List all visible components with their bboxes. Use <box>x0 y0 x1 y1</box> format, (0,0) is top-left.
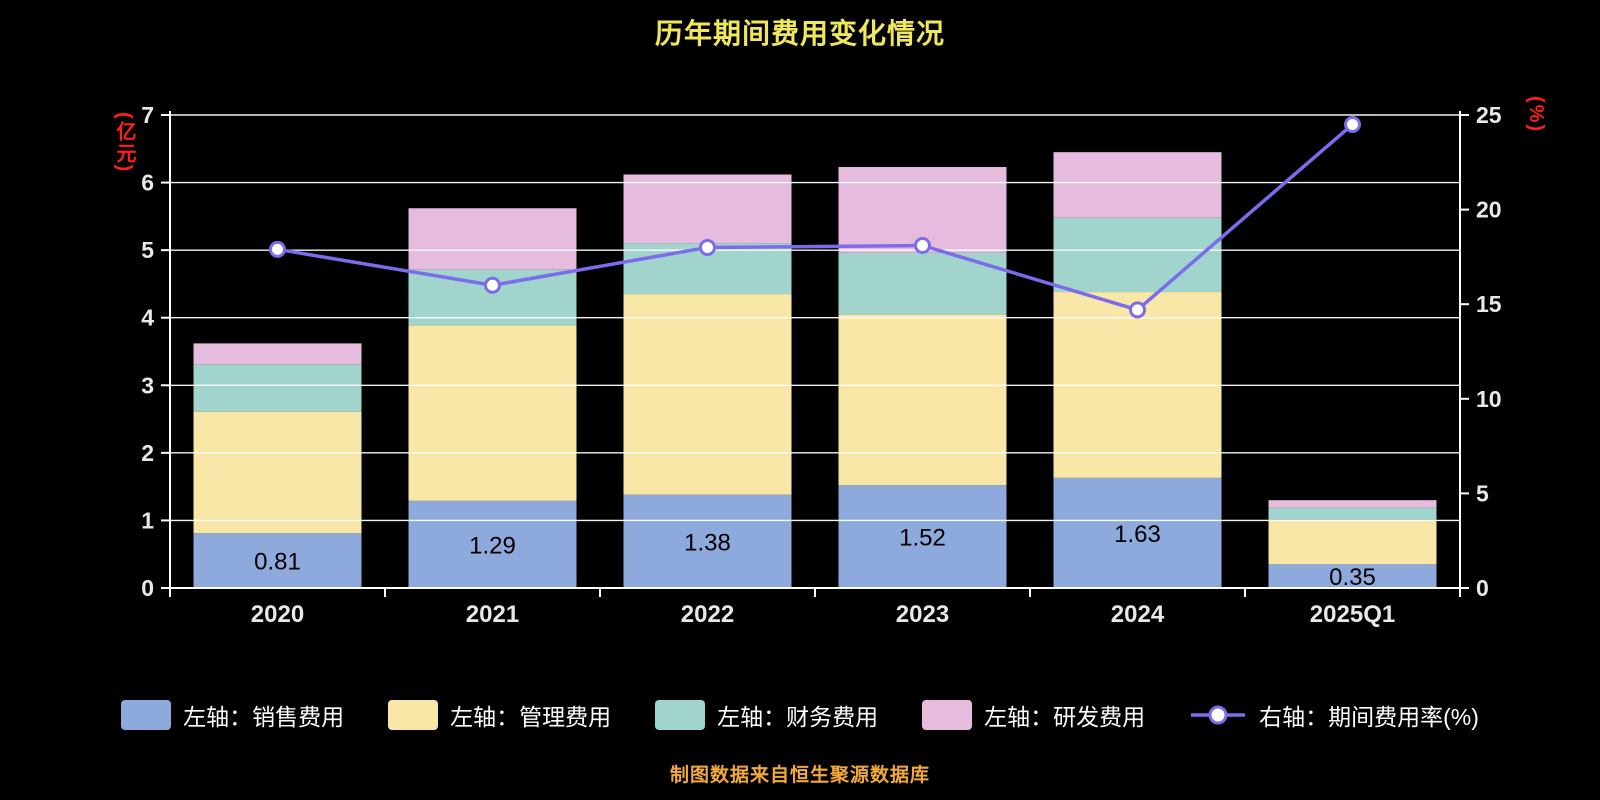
left-axis-tick-label: 5 <box>141 237 154 263</box>
bar-value-label: 1.52 <box>899 525 946 552</box>
bar-segment-2025Q1-s3 <box>1268 500 1437 508</box>
right-axis-tick-label: 20 <box>1476 197 1502 223</box>
bar-value-label: 0.35 <box>1329 564 1376 591</box>
x-axis-category-label: 2020 <box>251 601 304 628</box>
bar-segment-2024-s0 <box>1053 477 1222 588</box>
legend-item-stack-3[interactable]: 左轴：研发费用 <box>922 698 1145 732</box>
bar-segment-2022-s3 <box>623 174 792 244</box>
legend-label: 右轴：期间费用率(%) <box>1259 704 1479 730</box>
line-marker <box>484 276 501 294</box>
left-axis-tick-label: 4 <box>141 305 154 331</box>
line-marker <box>269 240 286 258</box>
legend-item-stack-1[interactable]: 左轴：管理费用 <box>388 698 611 732</box>
bar-segment-2025Q1-s2 <box>1268 507 1437 520</box>
x-axis-category-label: 2024 <box>1111 601 1165 628</box>
bar-segment-2020-s0 <box>193 533 362 588</box>
line-marker <box>1344 115 1361 133</box>
bar-value-label: 0.81 <box>254 549 301 576</box>
left-axis-tick-label: 1 <box>141 507 154 533</box>
x-axis-category-label: 2023 <box>896 601 949 628</box>
chart-legend: 左轴：销售费用 左轴：管理费用 左轴：财务费用 左轴：研发费用 右轴：期间费用率(%) <box>0 698 1600 732</box>
line-series-path <box>277 123 1354 312</box>
right-axis-tick-label: 10 <box>1476 386 1502 412</box>
x-axis-category-label: 2025Q1 <box>1310 601 1395 628</box>
bar-value-label: 1.38 <box>684 529 731 556</box>
left-axis-tick-label: 7 <box>141 102 154 128</box>
left-axis-unit-label: (亿元) <box>113 112 135 174</box>
bar-segment-2024-s2 <box>1053 217 1222 293</box>
bar-segment-2025Q1-s1 <box>1268 519 1437 565</box>
bar-segment-2023-s1 <box>838 314 1007 486</box>
bar-value-label: 1.29 <box>469 532 516 559</box>
legend-item-stack-0[interactable]: 左轴：销售费用 <box>121 698 344 732</box>
legend-item-line[interactable]: 右轴：期间费用率(%) <box>1189 698 1479 732</box>
legend-label: 左轴：管理费用 <box>450 704 612 730</box>
left-axis-tick-label: 6 <box>141 170 154 196</box>
left-axis-tick-label: 3 <box>141 372 154 398</box>
bar-segment-2022-s0 <box>623 494 792 588</box>
right-axis-tick-label: 25 <box>1476 102 1502 128</box>
legend-swatch-icon <box>655 700 706 730</box>
bar-segment-2023-s0 <box>838 485 1007 588</box>
line-marker <box>914 237 931 255</box>
x-axis-category-label: 2021 <box>466 601 519 628</box>
right-axis-tick-label: 0 <box>1476 575 1489 601</box>
bar-segment-2025Q1-s0 <box>1268 564 1437 588</box>
legend-label: 左轴：销售费用 <box>183 704 345 730</box>
chart-title: 历年期间费用变化情况 <box>654 18 945 49</box>
legend-swatch-icon <box>388 700 439 730</box>
bar-segment-2024-s3 <box>1053 152 1222 218</box>
line-marker <box>1129 301 1146 319</box>
bar-segment-2020-s3 <box>193 343 362 365</box>
bar-segment-2021-s3 <box>408 208 577 270</box>
data-source-note: 制图数据来自恒生聚源数据库 <box>669 765 930 786</box>
x-axis-category-label: 2022 <box>681 601 734 628</box>
line-marker <box>699 238 716 256</box>
bar-segment-2021-s0 <box>408 500 577 588</box>
legend-swatch-icon <box>922 700 973 730</box>
right-axis-tick-label: 15 <box>1476 291 1502 317</box>
legend-line-marker-icon <box>1191 705 1246 725</box>
legend-label: 左轴：研发费用 <box>984 704 1146 730</box>
left-axis-tick-label: 0 <box>141 575 154 601</box>
bar-segment-2020-s1 <box>193 411 362 534</box>
bar-segment-2020-s2 <box>193 364 362 412</box>
right-axis-unit-label: (%) <box>1525 96 1547 134</box>
bar-segment-2021-s1 <box>408 325 577 501</box>
legend-item-stack-2[interactable]: 左轴：财务费用 <box>655 698 878 732</box>
legend-label: 左轴：财务费用 <box>717 704 879 730</box>
legend-swatch-icon <box>121 700 172 730</box>
left-axis-tick-label: 2 <box>141 440 154 466</box>
stacked-bar-line-chart: 0 1 2 3 4 5 6 7 0 5 10 15 20 25 2020 2021 2022 2023 2024 20… <box>141 102 1502 628</box>
right-axis-tick-label: 5 <box>1476 480 1489 506</box>
bar-segment-2022-s1 <box>623 294 792 495</box>
bar-value-label: 1.63 <box>1114 521 1161 548</box>
